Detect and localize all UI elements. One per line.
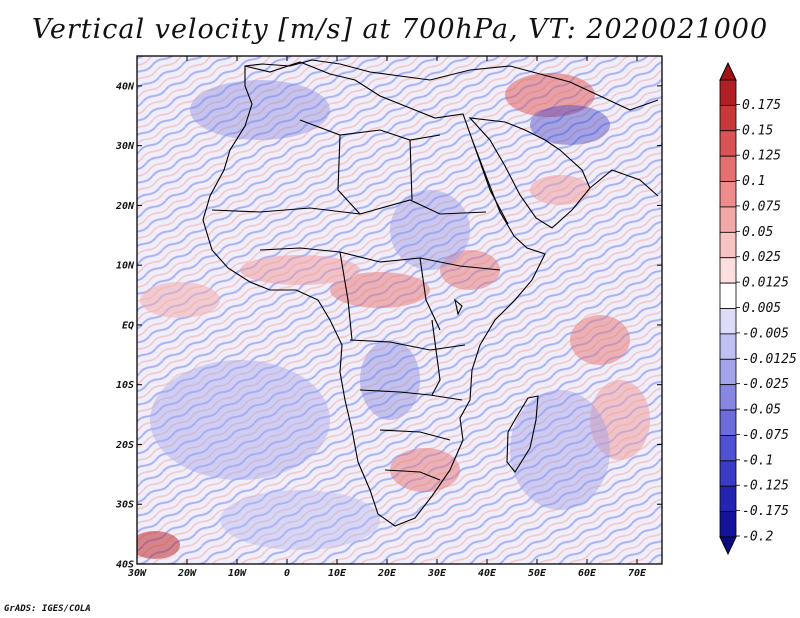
colorbar-label: 0.05 — [742, 225, 773, 240]
colorbar-swatch — [719, 460, 737, 487]
arabia-coastline — [468, 117, 591, 229]
lon-tick-label: 20W — [177, 568, 197, 579]
colorbar-swatch — [719, 257, 737, 284]
lon-tick-label: 30W — [127, 568, 147, 579]
colorbar-label: 0.005 — [742, 301, 781, 316]
colorbar-swatch — [719, 181, 737, 208]
colorbar-label: 0.025 — [742, 250, 781, 265]
colorbar-label: -0.025 — [742, 377, 789, 392]
coastlines-and-borders — [202, 59, 659, 527]
lat-tick-label: 10N — [116, 261, 135, 272]
map-title: Vertical velocity [m/s] at 700hPa, VT: 2… — [31, 14, 769, 45]
colorbar-label: 0.075 — [742, 199, 781, 214]
colorbar-label: -0.1 — [742, 453, 773, 468]
colorbar-label: -0.175 — [742, 504, 789, 519]
lon-tick-label: 10W — [228, 568, 247, 579]
colorbar-swatch — [719, 308, 737, 335]
colorbar-swatch — [719, 130, 737, 157]
africa-coastline — [202, 61, 546, 527]
ascent-patches — [137, 73, 650, 559]
colorbar-label: 0.15 — [742, 123, 773, 138]
lat-tick-label: 40N — [116, 81, 135, 92]
colorbar-swatch — [719, 282, 737, 309]
lon-tick-label: 70E — [628, 568, 647, 579]
border-south — [349, 339, 466, 481]
lat-tick-label: EQ — [122, 320, 134, 331]
colorbar-swatch — [719, 435, 737, 462]
lon-tick-label: 20E — [377, 568, 397, 579]
colorbar-swatch — [719, 511, 737, 538]
lon-tick-label: 30E — [427, 568, 447, 579]
colorbar-swatch — [719, 79, 737, 106]
latitude-labels: 40N 30N 20N 10N EQ 10S 20S 30S 40S — [115, 81, 135, 570]
great-lakes — [431, 298, 463, 396]
velocity-field — [137, 56, 662, 564]
lon-tick-label: 50E — [528, 568, 547, 579]
colorbar-label: -0.005 — [742, 326, 789, 341]
colorbar-label: -0.2 — [742, 530, 773, 545]
lat-tick-label: 20N — [115, 201, 135, 212]
asia-coast — [589, 169, 659, 197]
map-frame — [136, 55, 663, 565]
colorbar-swatch — [719, 231, 737, 259]
lat-tick-label: 40S — [116, 560, 134, 571]
colorbar-swatch — [719, 104, 737, 132]
descent-patches — [150, 80, 610, 550]
longitude-labels: 30W 20W 10W 0 10E 20E 30E 40E 50E 60E 70E — [127, 568, 647, 579]
lat-tick-label: 20S — [115, 440, 134, 451]
colorbar-swatch — [719, 485, 737, 513]
colorbar-label: 0.1 — [742, 174, 765, 189]
axis-ticks — [136, 56, 662, 565]
europe-coast — [244, 59, 659, 111]
border-central — [259, 247, 501, 341]
lon-tick-label: 10E — [328, 568, 347, 579]
colorbar-label: -0.0125 — [742, 352, 797, 367]
colorbar-swatch — [719, 333, 737, 360]
colorbar-swatch — [719, 155, 737, 182]
colorbar-swatch — [719, 409, 737, 436]
colorbar-swatch — [719, 358, 737, 386]
lon-tick-label: 0 — [284, 568, 290, 579]
lat-tick-label: 10S — [116, 380, 134, 391]
madagascar-coastline — [506, 395, 539, 473]
colorbar-label: -0.075 — [742, 428, 789, 443]
colorbar-swatch — [719, 206, 737, 233]
colorbar-label: -0.125 — [742, 479, 789, 494]
colorbar-top-arrow — [719, 61, 737, 81]
colorbar-label: 0.175 — [742, 98, 781, 113]
colorbar: 0.175 0.15 0.125 0.1 0.075 0.05 0.025 0.0125 0.0… — [719, 61, 797, 556]
lat-tick-label: 30S — [115, 500, 134, 511]
colorbar-label: -0.05 — [742, 403, 781, 418]
red-sea-line — [472, 141, 509, 225]
lon-tick-label: 60E — [578, 568, 597, 579]
border-north — [299, 119, 441, 215]
lat-tick-label: 30N — [115, 141, 135, 152]
colorbar-swatch — [719, 384, 737, 411]
colorbar-label: 0.0125 — [742, 276, 789, 291]
lon-tick-label: 40E — [478, 568, 497, 579]
colorbar-bottom-arrow — [719, 536, 737, 556]
grads-credit: GrADS: IGES/COLA — [4, 604, 91, 614]
colorbar-label: 0.125 — [742, 149, 781, 164]
